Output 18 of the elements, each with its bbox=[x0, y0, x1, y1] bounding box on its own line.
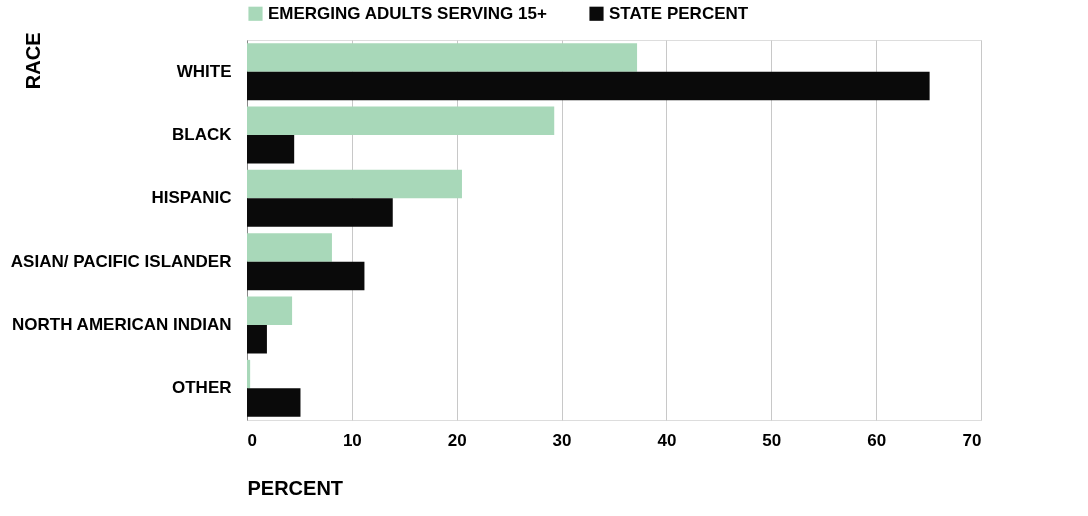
legend-label: STATE PERCENT bbox=[609, 3, 749, 23]
x-tick-label: 10 bbox=[342, 430, 362, 450]
x-tick-label: 0 bbox=[247, 430, 257, 450]
y-tick-label: NORTH AMERICAN INDIAN bbox=[12, 315, 232, 334]
x-tick-label: 40 bbox=[657, 430, 677, 450]
legend-label: EMERGING ADULTS SERVING 15+ bbox=[268, 3, 547, 23]
x-tick-label: 70 bbox=[962, 430, 982, 450]
x-axis-title: PERCENT bbox=[247, 476, 344, 499]
y-tick-label: ASIAN/ PACIFIC ISLANDER bbox=[10, 251, 232, 271]
y-tick-label: WHITE bbox=[176, 61, 232, 81]
x-tick-label: 20 bbox=[447, 430, 467, 450]
x-tick-label: 30 bbox=[552, 430, 572, 450]
y-tick-label: BLACK bbox=[172, 125, 233, 144]
x-tick-label: 50 bbox=[762, 430, 782, 450]
y-axis-title: RACE bbox=[21, 32, 44, 90]
y-tick-label: OTHER bbox=[172, 378, 232, 398]
x-tick-label: 60 bbox=[867, 430, 887, 450]
y-tick-label: HISPANIC bbox=[151, 188, 232, 208]
